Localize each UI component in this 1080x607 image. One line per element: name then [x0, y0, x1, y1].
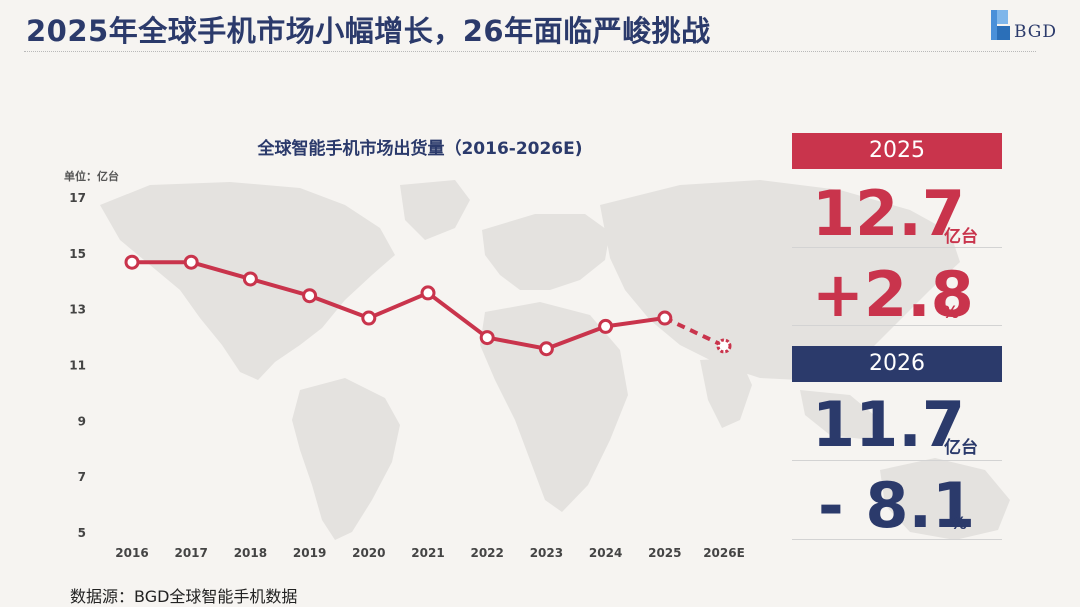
logo-text: BGD: [1014, 22, 1058, 42]
y-tick-label: 15: [69, 247, 86, 261]
year-2025-label: 2025: [869, 138, 925, 163]
x-tick-label: 2020: [352, 546, 385, 560]
page-title: 2025年全球手机市场小幅增长，26年面临严峻挑战: [26, 14, 711, 48]
map-greenland: [400, 180, 470, 240]
growth-2026-unit: %: [950, 514, 968, 534]
y-tick-label: 5: [78, 526, 86, 540]
x-tick-label: 2019: [293, 546, 326, 560]
growth-2026-stat: - 8.1 %: [792, 468, 1002, 544]
x-tick-label: 2021: [411, 546, 444, 560]
bgd-logo-mark-icon: [991, 10, 1010, 40]
growth-2025-value: +2.8: [812, 258, 974, 331]
separator-line: [792, 539, 1002, 540]
data-point: [361, 310, 377, 326]
data-point: [479, 330, 495, 346]
map-south-america: [292, 378, 400, 540]
series-line-actual: [132, 260, 666, 351]
data-point: [183, 254, 199, 270]
shipment-2025-value: 12.7: [812, 177, 965, 250]
growth-2025-stat: +2.8 %: [792, 257, 1002, 333]
series-line-estimate: [663, 316, 725, 348]
data-point: [657, 310, 673, 326]
y-tick-label: 13: [69, 303, 86, 317]
growth-2026-value: - 8.1: [818, 469, 976, 542]
map-asia: [600, 180, 960, 380]
x-tick-label: 2016: [115, 546, 148, 560]
map-europe: [482, 214, 610, 290]
separator-line: [792, 247, 1002, 248]
data-point: [124, 254, 140, 270]
y-tick-label: 7: [78, 470, 86, 484]
map-india: [700, 358, 752, 428]
shipment-2025-stat: 12.7 亿台: [792, 176, 1002, 252]
data-point: [302, 288, 318, 304]
x-tick-label: 2017: [174, 546, 207, 560]
year-2026-header: 2026: [792, 346, 1002, 382]
separator-line: [792, 460, 1002, 461]
y-tick-label: 17: [69, 191, 86, 205]
year-2025-header: 2025: [792, 133, 1002, 169]
x-tick-label: 2024: [589, 546, 622, 560]
x-tick-label: 2018: [234, 546, 267, 560]
title-divider: [24, 51, 1036, 52]
chart-title: 全球智能手机市场出货量（2016-2026E): [256, 138, 582, 159]
x-tick-label: 2023: [530, 546, 563, 560]
data-point: [538, 341, 554, 357]
bgd-logo: BGD: [988, 6, 1078, 46]
shipment-2026-stat: 11.7 亿台: [792, 387, 1002, 463]
map-southeast-asia: [800, 390, 880, 440]
shipment-2025-unit: 亿台: [944, 227, 978, 247]
data-point: [420, 285, 436, 301]
year-2026-label: 2026: [869, 351, 925, 376]
growth-2025-unit: %: [942, 303, 960, 323]
shipment-2026-value: 11.7: [812, 388, 965, 461]
data-point: [598, 318, 614, 334]
separator-line: [792, 325, 1002, 326]
y-tick-label: 11: [69, 359, 86, 373]
data-point-estimate: [716, 338, 732, 354]
map-africa: [480, 302, 628, 512]
map-australia: [880, 458, 1010, 540]
y-unit-label: 单位：亿台: [64, 169, 119, 183]
x-tick-label: 2022: [470, 546, 503, 560]
data-point: [242, 271, 258, 287]
x-tick-label: 2026E: [703, 546, 745, 560]
y-tick-label: 9: [78, 414, 86, 428]
x-tick-label: 2025: [648, 546, 681, 560]
data-source-note: 数据源：BGD全球智能手机数据: [70, 587, 298, 606]
shipment-2026-unit: 亿台: [944, 438, 978, 458]
